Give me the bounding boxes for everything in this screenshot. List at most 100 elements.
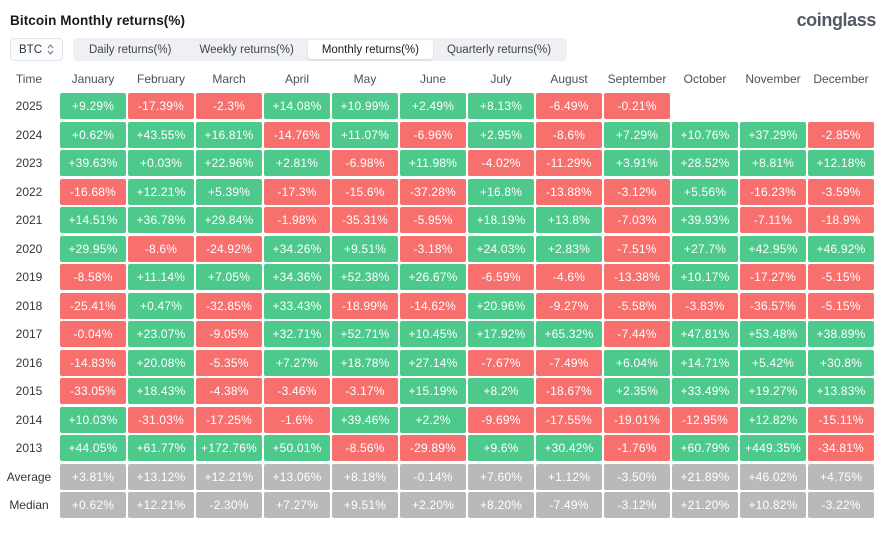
return-cell: +65.32% [536, 321, 602, 347]
return-cell: +9.51% [332, 235, 398, 262]
return-cell: -37.28% [400, 178, 466, 205]
return-cell: +11.98% [400, 150, 466, 176]
return-cell: +8.2% [468, 378, 534, 404]
return-cell: -19.01% [604, 406, 670, 433]
return-cell: -36.57% [740, 292, 806, 319]
return-cell: -5.58% [604, 292, 670, 319]
row-label: 2018 [15, 298, 43, 313]
return-cell: +39.93% [672, 207, 738, 233]
return-cell: -3.46% [264, 378, 330, 404]
return-cell: +18.19% [468, 207, 534, 233]
return-cell: -9.27% [536, 292, 602, 319]
return-cell: +42.95% [740, 235, 806, 262]
return-cell: +12.21% [196, 463, 262, 490]
return-cell: -8.58% [60, 264, 126, 290]
time-column-header: Time [15, 71, 43, 86]
return-cell: -6.49% [536, 93, 602, 119]
coin-selector[interactable]: BTC [10, 38, 63, 61]
return-cell: -14.62% [400, 292, 466, 319]
return-cell: -17.27% [740, 264, 806, 290]
table-row-2018: 2018 -25.41% +0.47% -32.85% +33.43% -18.99% -1… [0, 292, 874, 319]
return-cell: +10.03% [60, 406, 126, 433]
return-cell: -3.12% [604, 178, 670, 205]
table-row-median: Median +0.62% +12.21% -2.30% +7.27% +9.51% +2.… [0, 492, 874, 518]
return-cell: +12.18% [808, 150, 874, 176]
table-row-2015: 2015 -33.05% +18.43% -4.38% -3.46% -3.17% +15.… [0, 378, 874, 404]
return-cell: +16.8% [468, 178, 534, 205]
return-cell: +30.8% [808, 349, 874, 376]
row-label: 2020 [15, 241, 43, 256]
return-cell: -29.89% [400, 435, 466, 461]
table-header-row: Time January February March April May June July… [0, 67, 874, 90]
return-cell: -17.39% [128, 93, 194, 119]
return-cell [808, 93, 874, 119]
month-column-header-april: April [284, 71, 309, 86]
return-cell: +2.49% [400, 93, 466, 119]
return-cell: +19.27% [740, 378, 806, 404]
return-cell: -1.76% [604, 435, 670, 461]
return-cell: +16.81% [196, 121, 262, 148]
coinglass-logo[interactable]: coinglass [796, 10, 877, 30]
return-cell: +5.39% [196, 178, 262, 205]
return-cell: +5.56% [672, 178, 738, 205]
return-cell: -4.38% [196, 378, 262, 404]
return-cell: -7.49% [536, 349, 602, 376]
row-label: Average [6, 469, 52, 484]
tab-monthly-returns[interactable]: Monthly returns(%) [307, 40, 433, 59]
return-cell: +7.60% [468, 463, 534, 490]
return-cell: -0.04% [60, 321, 126, 347]
return-cell: +28.52% [672, 150, 738, 176]
top-bar: Bitcoin Monthly returns(%) coinglass [0, 0, 888, 29]
return-cell: +6.04% [604, 349, 670, 376]
return-cell: +0.03% [128, 150, 194, 176]
return-cell: -3.22% [808, 492, 874, 518]
return-cell: -7.49% [536, 492, 602, 518]
return-cell: -3.17% [332, 378, 398, 404]
return-cell: +9.29% [60, 93, 126, 119]
return-cell: -6.98% [332, 150, 398, 176]
return-cell: -12.95% [672, 406, 738, 433]
return-cell: -14.76% [264, 121, 330, 148]
row-label: 2016 [15, 355, 43, 370]
return-cell: +449.35% [740, 435, 806, 461]
return-cell: +46.92% [808, 235, 874, 262]
row-label: 2021 [15, 213, 43, 227]
tab-weekly-returns[interactable]: Weekly returns(%) [185, 40, 307, 59]
return-cell: +12.21% [128, 492, 194, 518]
return-cell: +13.06% [264, 463, 330, 490]
tab-quarterly-returns[interactable]: Quarterly returns(%) [433, 40, 565, 59]
return-cell: +33.49% [672, 378, 738, 404]
return-cell: +10.17% [672, 264, 738, 290]
return-cell: +46.02% [740, 463, 806, 490]
return-cell: +61.77% [128, 435, 194, 461]
return-cell: +39.63% [60, 150, 126, 176]
month-column-header-may: May [353, 71, 377, 86]
return-cell: +11.14% [128, 264, 194, 290]
return-cell: -4.6% [536, 264, 602, 290]
return-cell: +47.81% [672, 321, 738, 347]
return-cell: -18.67% [536, 378, 602, 404]
return-cell: -6.59% [468, 264, 534, 290]
return-cell: -3.18% [400, 235, 466, 262]
return-cell: +52.38% [332, 264, 398, 290]
month-column-header-november: November [745, 71, 801, 86]
return-cell: +39.46% [332, 406, 398, 433]
return-cell: -3.50% [604, 463, 670, 490]
return-cell: +8.20% [468, 492, 534, 518]
return-cell: +18.43% [128, 378, 194, 404]
return-cell: -7.03% [604, 207, 670, 233]
tab-daily-returns[interactable]: Daily returns(%) [75, 40, 185, 59]
table-row-2023: 2023 +39.63% +0.03% +22.96% +2.81% -6.98% +11.… [0, 150, 874, 176]
return-cell: -3.59% [808, 178, 874, 205]
month-column-header-january: January [71, 71, 115, 86]
return-cell: -5.35% [196, 349, 262, 376]
return-cell: +1.12% [536, 463, 602, 490]
return-cell: +17.92% [468, 321, 534, 347]
return-cell: -5.95% [400, 207, 466, 233]
return-cell: +29.95% [60, 235, 126, 262]
return-cell: -8.6% [128, 235, 194, 262]
return-cell: -24.92% [196, 235, 262, 262]
return-cell: +12.82% [740, 406, 806, 433]
return-cell: +7.29% [604, 121, 670, 148]
month-column-header-february: February [136, 71, 186, 86]
